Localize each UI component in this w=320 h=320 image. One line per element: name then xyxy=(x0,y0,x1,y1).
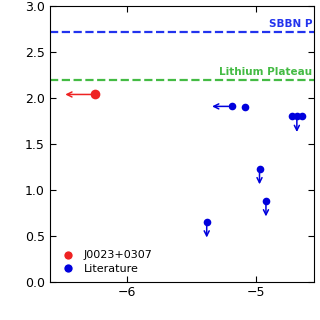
Legend: J0023+0307, Literature: J0023+0307, Literature xyxy=(55,248,155,276)
Text: Lithium Plateau: Lithium Plateau xyxy=(219,67,312,77)
Text: SBBN P: SBBN P xyxy=(269,19,312,29)
